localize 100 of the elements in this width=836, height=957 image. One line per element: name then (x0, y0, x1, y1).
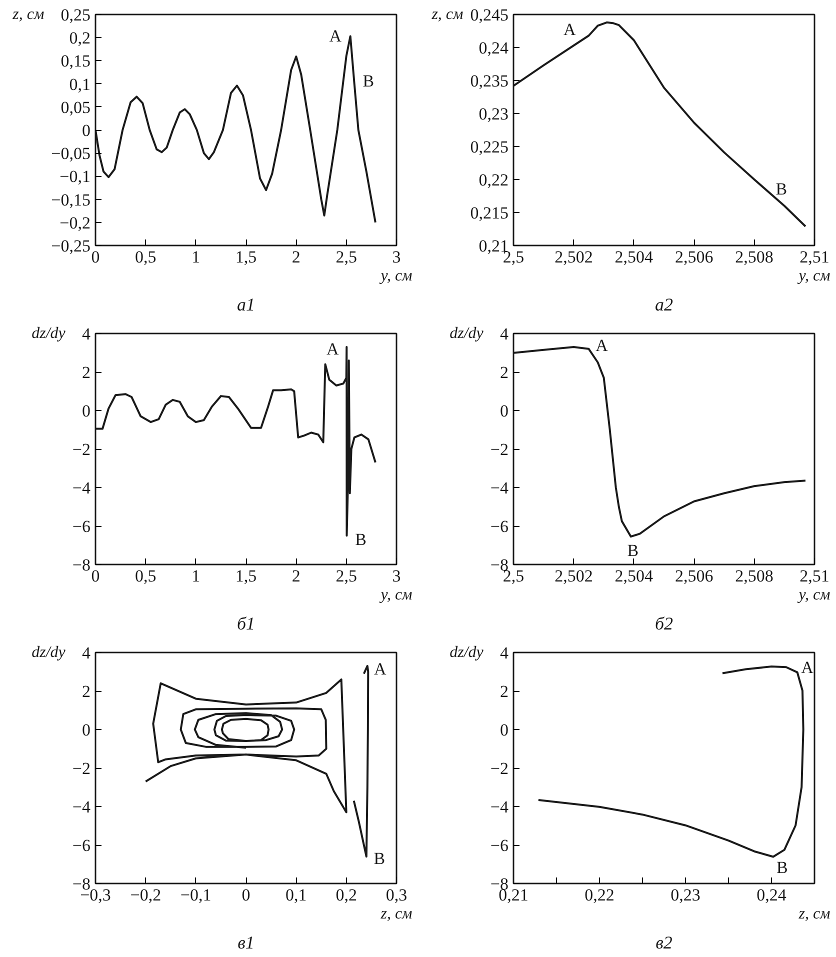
text: а2 (655, 294, 673, 314)
y-tick-label: −4 (490, 478, 509, 498)
x-axis-title: y, см (378, 268, 412, 284)
annotation: A (801, 658, 814, 677)
text: б2 (654, 614, 674, 634)
annotation: B (627, 541, 639, 560)
x-axis-title: y, см (796, 268, 830, 284)
x-tick-label: 0,2 (336, 886, 357, 904)
annotation: B (355, 530, 366, 550)
y-tick-label: −6 (72, 836, 91, 855)
y-tick-label: 0,215 (470, 204, 508, 222)
annotation: B (374, 849, 386, 868)
x-tick-label: 0,22 (584, 886, 614, 904)
x-tick-label: 2,506 (674, 566, 714, 586)
x-axis-title: z, см (380, 906, 412, 922)
y-tick-label: −4 (72, 478, 91, 498)
x-axis-title: y, см (378, 586, 412, 604)
y-tick-label: −2 (490, 759, 509, 778)
y-tick-label: 0 (500, 402, 508, 420)
text: в2 (656, 932, 672, 952)
y-tick-label: 0,05 (60, 98, 90, 117)
x-tick-label: 2,508 (735, 566, 774, 586)
y-tick-label: 0,22 (478, 170, 508, 190)
y-tick-label: −4 (72, 798, 91, 816)
x-tick-label: 1 (192, 248, 200, 266)
y-axis-title: dz/dy (32, 325, 66, 342)
x-tick-label: 0,5 (135, 248, 156, 266)
text: б1 (236, 614, 256, 634)
text: в1 (238, 932, 254, 952)
y-tick-label: 0 (82, 121, 90, 140)
y-tick-label: −2 (72, 440, 91, 459)
x-tick-label: 1,5 (235, 248, 257, 266)
y-tick-label: 0,1 (69, 74, 90, 94)
annotation: B (362, 71, 374, 90)
y-tick-label: 0,15 (60, 52, 90, 71)
y-axis-title: dz/dy (450, 325, 484, 342)
y-tick-label: 4 (500, 324, 509, 344)
x-tick-label: 2,5 (336, 566, 357, 586)
y-tick-label: −2 (72, 759, 91, 778)
annotation: A (564, 20, 577, 40)
y-tick-label: 0,24 (478, 38, 509, 58)
y-tick-label: −4 (490, 798, 509, 816)
x-tick-label: 2,51 (800, 248, 830, 266)
y-tick-label: −0,1 (60, 167, 91, 186)
y-tick-label: −6 (72, 517, 91, 536)
y-tick-label: 0,225 (470, 138, 508, 156)
y-tick-label: 4 (500, 644, 509, 662)
y-tick-label: 0 (82, 402, 90, 420)
x-tick-label: 2,504 (614, 248, 654, 266)
y-tick-label: 0,23 (478, 104, 508, 124)
x-axis-title: y, см (796, 586, 830, 604)
y-tick-label: 0 (500, 720, 508, 740)
text: а1 (237, 294, 255, 314)
y-tick-label: 4 (82, 324, 91, 344)
y-axis-title: dz/dy (32, 644, 66, 661)
annotation: A (326, 339, 340, 358)
x-tick-label: −0,1 (180, 886, 212, 904)
annotation: B (776, 179, 788, 198)
annotation: A (329, 26, 342, 46)
x-tick-label: 2,5 (336, 248, 357, 266)
x-tick-label: 2,502 (554, 248, 593, 266)
x-tick-label: 2,508 (735, 248, 774, 266)
x-tick-label: 2 (292, 248, 300, 266)
y-tick-label: −2 (490, 440, 509, 459)
x-axis-title: z, см (798, 906, 830, 922)
x-tick-label: 0 (242, 886, 250, 904)
x-tick-label: 0,1 (286, 886, 307, 904)
x-tick-label: 2,502 (554, 566, 593, 586)
x-tick-label: 3 (392, 566, 401, 586)
y-tick-label: 0,235 (470, 72, 508, 90)
y-tick-label: −8 (72, 556, 91, 574)
annotation: B (776, 858, 788, 878)
x-tick-label: 2,506 (674, 248, 714, 266)
x-tick-label: −0,2 (130, 886, 162, 904)
y-axis-title: dz/dy (450, 644, 484, 661)
x-tick-label: 0,23 (670, 886, 700, 904)
y-axis-title: z, см (430, 6, 464, 23)
y-tick-label: 0,25 (60, 6, 90, 24)
y-tick-label: 2 (82, 363, 90, 382)
y-tick-label: −0,2 (60, 213, 91, 232)
x-tick-label: 2,504 (614, 566, 654, 586)
annotation: A (374, 659, 388, 678)
y-tick-label: −0,15 (51, 190, 91, 210)
x-tick-label: 3 (392, 248, 401, 266)
y-tick-label: 2 (500, 682, 508, 701)
x-tick-label: 1,5 (235, 566, 257, 586)
y-tick-label: 2 (82, 682, 90, 701)
x-tick-label: 0,5 (135, 566, 156, 586)
y-tick-label: 2 (500, 363, 508, 382)
y-tick-label: 4 (82, 644, 91, 662)
y-tick-label: 0,2 (69, 28, 90, 48)
x-tick-label: 0,24 (756, 886, 787, 904)
x-tick-label: 2,51 (800, 566, 830, 586)
y-tick-label: −0,05 (51, 144, 91, 164)
y-tick-label: −0,25 (51, 236, 91, 256)
y-tick-label: −6 (490, 517, 509, 536)
y-tick-label: −6 (490, 836, 509, 855)
y-tick-label: 0,245 (470, 6, 508, 24)
x-tick-label: 0,3 (386, 886, 408, 904)
x-tick-label: 1 (192, 566, 200, 586)
